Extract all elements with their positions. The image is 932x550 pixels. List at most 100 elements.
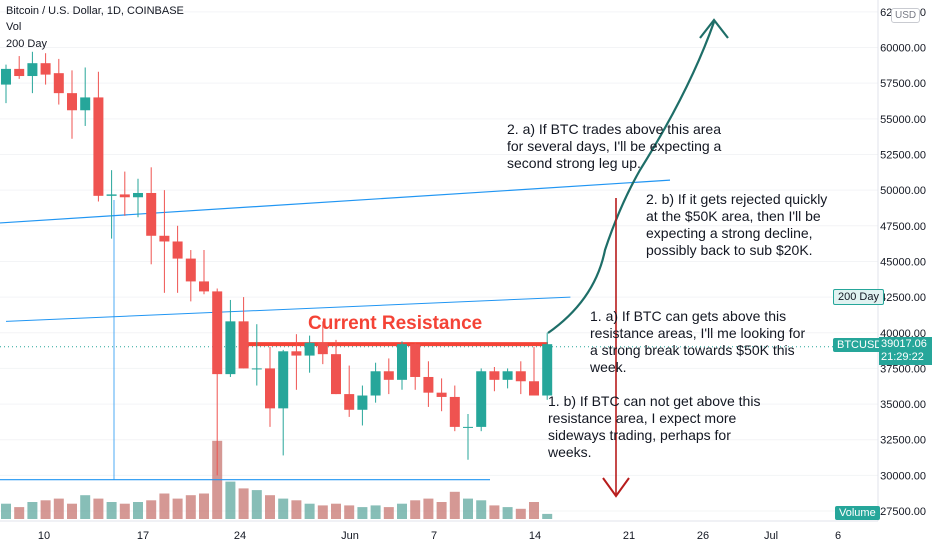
note-1b-line: sideways trading, perhaps for — [548, 427, 731, 443]
grid — [0, 11, 878, 512]
projection-arrows — [547, 18, 729, 498]
volume-bar — [265, 495, 275, 519]
candle-body — [489, 371, 500, 380]
note-1a-line: a strong break towards $50K this — [590, 342, 795, 358]
time-tick-label: 21 — [623, 530, 635, 542]
volume-bar — [133, 502, 143, 519]
candle-body — [27, 63, 38, 77]
candle-body — [304, 342, 315, 356]
resistance-label: Current Resistance — [308, 313, 483, 334]
note-1b-line: resistance area, I expect more — [548, 410, 737, 426]
last-price-box: 39017.06 21:29:22 — [879, 337, 932, 365]
volume-bar — [106, 502, 117, 519]
note-2b-line: possibly back to sub $20K. — [646, 242, 813, 258]
time-tick-label: 17 — [137, 530, 149, 542]
up-projection-arrow — [547, 21, 716, 334]
price-tick-label: 37500.00 — [880, 363, 926, 375]
note-2a-line: for several days, I'll be expecting a — [507, 138, 722, 154]
volume-bar — [1, 503, 11, 519]
candle-body — [93, 97, 104, 196]
volume-bar — [14, 507, 25, 519]
ma-200-line[interactable] — [5, 296, 571, 322]
volume-indicator-label[interactable]: Vol — [6, 21, 22, 33]
volume-bar — [251, 490, 262, 519]
time-tick-label: Jun — [341, 530, 359, 542]
candle-body — [291, 351, 302, 356]
candle-body — [410, 344, 421, 377]
candle-body — [278, 351, 289, 409]
symbol-title: Bitcoin / U.S. Dollar, 1D, COINBASE — [6, 5, 184, 17]
candle-body — [225, 321, 236, 375]
price-tick-label: 35000.00 — [880, 399, 926, 411]
candle-body — [1, 68, 11, 85]
candle-body — [159, 235, 170, 242]
volume-bar — [515, 508, 526, 519]
price-tick-label: 30000.00 — [880, 470, 926, 482]
price-tick-label: 42500.00 — [880, 292, 926, 304]
time-tick-label: 10 — [38, 530, 50, 542]
volume-bar — [463, 498, 473, 519]
time-tick-label: 26 — [697, 530, 709, 542]
volume-bar — [489, 505, 500, 519]
ma-price-tag: 200 Day — [833, 289, 884, 305]
note-2b-line: expecting a strong decline, — [646, 225, 813, 241]
candle-body — [449, 396, 460, 427]
candle-body — [515, 371, 526, 382]
candle-body — [212, 291, 223, 375]
candle-body — [40, 63, 51, 75]
volume-bar — [410, 500, 421, 519]
price-tick-label: 47500.00 — [880, 221, 926, 233]
price-tick-label: 32500.00 — [880, 435, 926, 447]
volume-bar — [423, 498, 434, 519]
volume-bar — [146, 500, 157, 519]
volume-bar — [185, 495, 196, 519]
time-axis[interactable]: 10 17 24 Jun 7 14 21 26 Jul 6 — [0, 520, 878, 542]
price-tick-label: 50000.00 — [880, 185, 926, 197]
volume-bar — [370, 505, 381, 519]
volume-bar — [291, 500, 302, 519]
note-2a-line: 2. a) If BTC trades above this area — [507, 121, 721, 137]
candle-body — [476, 371, 487, 427]
candle-body — [529, 381, 539, 396]
note-2b: 2. b) If it gets rejected quickly at the… — [646, 191, 827, 259]
volume-bar — [304, 503, 315, 519]
candles — [1, 51, 553, 476]
candle-body — [185, 258, 196, 282]
candle-body — [80, 97, 91, 111]
candle-body — [317, 342, 328, 355]
candle-body — [199, 281, 209, 292]
volume-bar — [159, 493, 170, 519]
last-price: 39017.06 — [881, 338, 927, 350]
price-tick-label: 60000.00 — [880, 43, 926, 55]
volume-bar — [529, 502, 539, 519]
candle-body — [238, 321, 249, 369]
volume-bar — [502, 507, 513, 519]
price-tick-label: 27500.00 — [880, 506, 926, 518]
volume-bar — [449, 491, 460, 519]
volume-bar — [199, 493, 209, 519]
ma-indicator-label[interactable]: 200 Day — [6, 38, 47, 50]
note-1b-line: 1. b) If BTC can not get above this — [548, 393, 761, 409]
volume-bars — [1, 440, 553, 519]
candle-body — [344, 394, 355, 410]
down-arrowhead-icon — [602, 477, 630, 498]
volume-bar — [344, 505, 355, 519]
price-tick-label: 40000.00 — [880, 328, 926, 340]
time-tick-label: 7 — [431, 530, 437, 542]
candle-body — [436, 392, 447, 397]
volume-bar — [542, 513, 553, 519]
candle-body — [331, 354, 341, 395]
price-axis[interactable]: 62500.0060000.0057500.0055000.0052500.00… — [877, 0, 932, 550]
time-tick-label: 24 — [234, 530, 246, 542]
volume-bar — [225, 481, 236, 519]
note-1b-line: weeks. — [548, 444, 592, 460]
volume-bar — [238, 488, 249, 519]
candle-body — [370, 371, 381, 396]
candle-body — [133, 192, 143, 198]
time-tick-label: Jul — [764, 530, 778, 542]
volume-bar — [119, 503, 130, 519]
currency-badge[interactable]: USD — [891, 8, 921, 23]
symbol-price-tag: BTCUSD — [833, 338, 887, 352]
candle-body — [397, 344, 407, 380]
